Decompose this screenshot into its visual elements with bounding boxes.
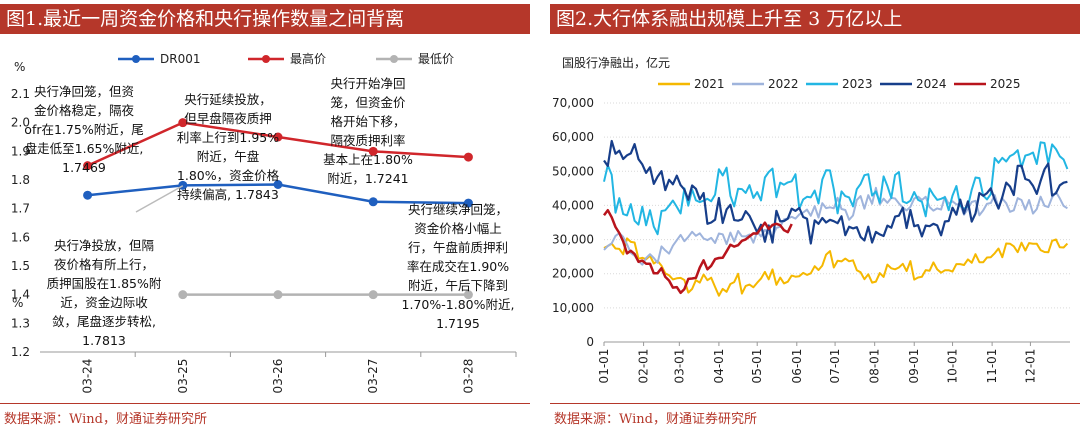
y-tick-label: 2.0 [11,116,30,130]
legend-label: 最高价 [290,51,326,66]
x-tick-label: 09-01 [907,349,921,384]
annotation-1: 央行净回笼，但资金价格稳定，隔夜 ofr在1.75%附近，尾盘走低至1.65%附近… [24,84,143,175]
x-tick-label: 08-01 [868,349,882,384]
y-tick-label: 1.8 [11,173,30,187]
y-axis-unit-top: % [14,60,25,74]
x-tick-label: 07-01 [828,349,842,384]
series-line-2024 [603,139,1068,245]
y-tick-label: 1.2 [11,345,30,359]
data-point-最低价 [463,290,473,300]
x-tick-label: 11-01 [985,349,999,384]
x-tick-label: 03-01 [672,349,686,384]
legend-marker-DR001 [132,55,140,63]
x-tick-label: 01-01 [597,349,611,384]
data-point-最高价 [178,118,188,128]
x-tick-label: 05-01 [750,349,764,384]
chart-1-title: 图1.最近一周资金价格和央行操作数量之间背离 [0,4,530,34]
y-tick-label: 1.6 [11,230,30,244]
legend-label: 2023 [842,77,873,91]
x-tick-label: 03-27 [366,359,380,394]
y-axis-label: 国股行净融出，亿元 [562,55,670,70]
x-tick-label: 10-01 [946,349,960,384]
data-point-最低价 [178,290,188,300]
x-tick-label: 02-01 [637,349,651,384]
y-tick-label: 1.7 [11,202,30,216]
chart-panel-1: 图1.最近一周资金价格和央行操作数量之间背离 %% 2.1 2.0 1.9 1.8 1.7… [0,0,530,432]
x-tick-label: 03-24 [81,359,95,394]
data-point-最高价 [83,161,93,171]
y-axis-unit-bottom: % [12,296,23,310]
x-tick-label: 12-01 [1023,349,1037,384]
annotation-2: 央行延续投放，但早盘隔夜质押利率上行到1.95%附近，午盘 1.80%，资金价格持… [177,92,280,202]
data-point-最高价 [273,132,283,142]
legend-label: 2022 [768,77,799,91]
data-point-DR001 [83,190,93,200]
data-point-最低价 [273,290,283,300]
x-tick-label: 04-01 [712,349,726,384]
y-tick-label: 30,000 [552,233,594,247]
y-tick-label: 2.1 [11,87,30,101]
source-divider [0,403,530,404]
y-tick-label: 60,000 [552,130,594,144]
data-point-DR001 [463,198,473,208]
data-point-DR001 [273,180,283,190]
data-point-最低价 [368,290,378,300]
annotation-5: 央行净投放，但隔夜价格有所上行，质押国股在1.85%附近，资金边际收敛，尾盘逐步… [47,238,162,348]
legend-label: DR001 [160,52,200,66]
chart-1-source: 数据来源：Wind，财通证券研究所 [4,412,207,427]
legend-label: 2025 [990,77,1021,91]
chart-2-plot: 国股行净融出，亿元 70,000 60,000 50,000 40,000 30,000 2… [552,55,1070,384]
legend-marker-最高价 [262,55,270,63]
legend-marker-最低价 [390,55,398,63]
source-divider [550,403,1080,404]
series-line-2021 [603,237,1069,297]
chart-panel-2: 图2.大行体系融出规模上升至 3 万亿以上 国股行净融出，亿元 70,000 60,… [550,0,1080,432]
y-tick-label: 70,000 [552,96,594,110]
y-tick-label: 40,000 [552,198,594,212]
chart-2-title: 图2.大行体系融出规模上升至 3 万亿以上 [550,4,1080,34]
annotation-4: 央行继续净回笼，资金价格小幅上行，午盘前质押利率在成交在1.90%附近，午后下降… [402,202,515,331]
x-tick-label: 06-01 [790,349,804,384]
x-tick-label: 03-25 [176,359,190,394]
annotation-3: 央行开始净回笼，但资金价格开始下移，隔夜质押利率基本上在1.80%附近，1.72… [323,76,413,186]
y-tick-label: 10,000 [552,301,594,315]
y-tick-label: 1.5 [11,259,30,273]
y-tick-label: 1.9 [11,144,30,158]
data-point-最高价 [368,146,378,156]
y-tick-label: 20,000 [552,267,594,281]
y-tick-label: 50,000 [552,164,594,178]
y-tick-label: 0 [586,335,594,349]
chart-2-source: 数据来源：Wind，财通证券研究所 [554,412,757,427]
callout-connector [135,185,184,213]
legend-label: 2021 [694,77,725,91]
x-tick-label: 03-26 [271,359,285,394]
data-point-最高价 [463,152,473,162]
x-tick-label: 03-28 [461,359,475,394]
series-line-2023 [603,141,1069,236]
chart-1-plot: %% 2.1 2.0 1.9 1.8 1.7 1.6 1.5 1.4 1.3 1.2 03-24 03-… [11,51,517,394]
series-line-2025 [603,208,793,295]
y-tick-label: 1.3 [11,316,30,330]
legend-label: 最低价 [418,52,454,66]
data-point-DR001 [368,197,378,207]
legend-label: 2024 [916,77,947,91]
y-tick-label: 1.4 [11,288,30,302]
